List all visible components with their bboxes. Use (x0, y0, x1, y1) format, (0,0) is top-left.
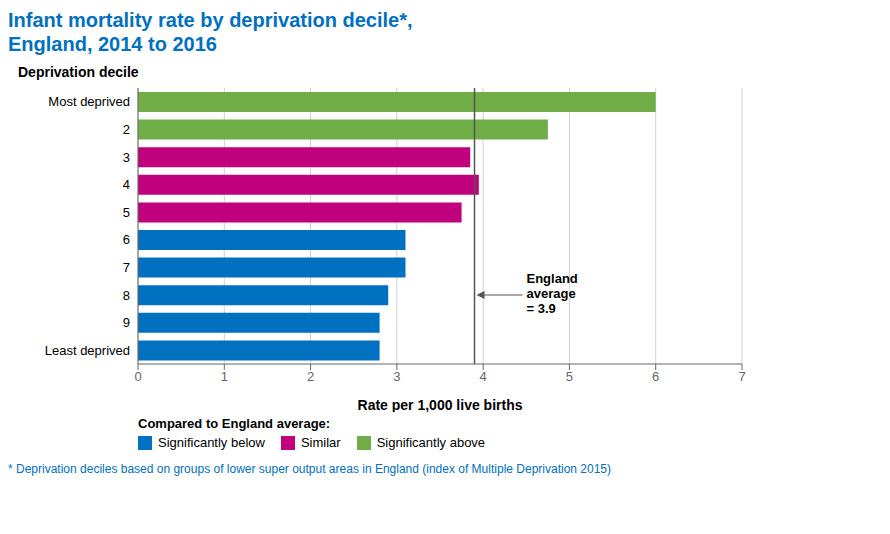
html-text:* Deprivation deciles based on: * Deprivation deciles based on groups of… (8, 462, 611, 476)
html-text:Significantly above: Significantly above (376, 435, 486, 450)
svg-text:7: 7 (123, 260, 130, 275)
svg-text:0: 0 (134, 369, 141, 384)
svg-text:6: 6 (652, 369, 659, 384)
svg-text:3: 3 (123, 150, 130, 165)
svg-text:5: 5 (566, 369, 573, 384)
html-text:Compared to England average:: Compared to England average: (138, 416, 331, 431)
html-text:Significantly below: Significantly below (158, 435, 265, 450)
html-text:Infant mortality rate by depri: Infant mortality rate by deprivation dec… (8, 9, 413, 31)
svg-text:4: 4 (480, 369, 487, 384)
svg-text:2: 2 (307, 369, 314, 384)
svg-text:8: 8 (123, 288, 130, 303)
svg-text:Rate per 1,000 live births: Rate per 1,000 live births (358, 397, 523, 412)
html-text:Similar: Similar (301, 435, 341, 450)
svg-text:5: 5 (123, 205, 130, 220)
html-text:England, 2014 to 2016: England, 2014 to 2016 (8, 33, 217, 55)
html-text:Deprivation decile: Deprivation decile (18, 64, 139, 80)
svg-text:6: 6 (123, 232, 130, 247)
svg-text:Most deprived: Most deprived (48, 94, 130, 109)
svg-text:4: 4 (123, 177, 130, 192)
svg-text:Least deprived: Least deprived (45, 343, 130, 358)
svg-text:1: 1 (221, 369, 228, 384)
svg-text:7: 7 (738, 369, 745, 384)
svg-text:9: 9 (123, 315, 130, 330)
svg-text:2: 2 (123, 122, 130, 137)
svg-text:Englandaverage= 3.9: Englandaverage= 3.9 (527, 271, 578, 316)
svg-text:3: 3 (393, 369, 400, 384)
